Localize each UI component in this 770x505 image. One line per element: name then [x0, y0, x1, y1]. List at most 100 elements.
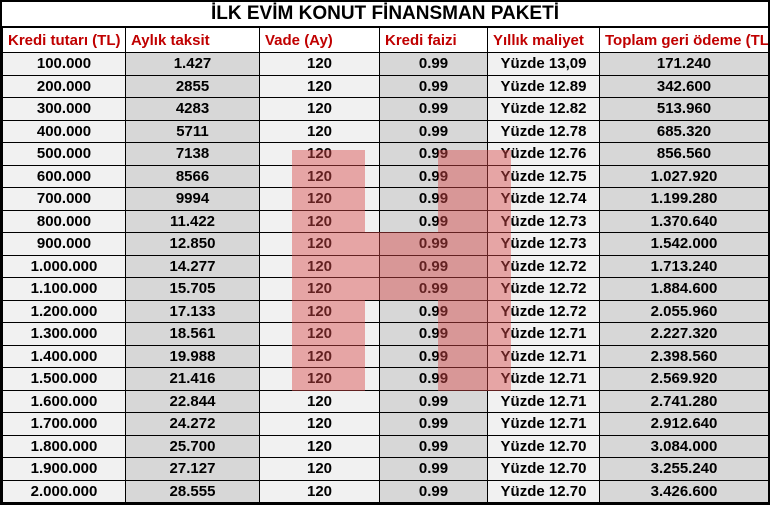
table-cell: 11.422 — [125, 209, 260, 233]
header-row: Kredi tutarı (TL) Aylık taksit Vade (Ay) Kr… — [2, 27, 768, 53]
table-cell: 120 — [259, 232, 380, 256]
table-cell: Yüzde 12.73 — [487, 232, 600, 256]
table-row: 1.900.000 27.127 120 0.99 Yüzde 12.70 3.255.2… — [2, 457, 768, 481]
table-cell: Yüzde 12.72 — [487, 254, 600, 278]
table-cell: 120 — [259, 209, 380, 233]
table-row: 100.000 1.427 120 0.99 Yüzde 13,09 171.240 — [2, 52, 768, 76]
table-cell: 2.055.960 — [599, 299, 768, 323]
table-cell: 21.416 — [125, 367, 260, 391]
table-row: 1.500.000 21.416 120 0.99 Yüzde 12.71 2.569.9… — [2, 367, 768, 391]
table-cell: 1.713.240 — [599, 254, 768, 278]
table-cell: 1.400.000 — [2, 344, 126, 368]
column-header: Toplam geri ödeme (TL) — [599, 27, 768, 53]
table-cell: 0.99 — [379, 119, 488, 143]
table-cell: 0.99 — [379, 209, 488, 233]
table-cell: 171.240 — [599, 52, 768, 76]
table-row: 900.000 12.850 120 0.99 Yüzde 12.73 1.542.000 — [2, 232, 768, 256]
table-cell: 24.272 — [125, 412, 260, 436]
column-header: Kredi tutarı (TL) — [2, 27, 126, 53]
table-row: 1.100.000 15.705 120 0.99 Yüzde 12.72 1.884.6… — [2, 277, 768, 301]
table-cell: Yüzde 12.82 — [487, 97, 600, 121]
table-cell: Yüzde 12.71 — [487, 412, 600, 436]
table-cell: 120 — [259, 164, 380, 188]
table-cell: Yüzde 12.70 — [487, 457, 600, 481]
table-cell: 5711 — [125, 119, 260, 143]
table-cell: 2.741.280 — [599, 389, 768, 413]
table-row: 1.300.000 18.561 120 0.99 Yüzde 12.71 2.227.3… — [2, 322, 768, 346]
table-cell: 8566 — [125, 164, 260, 188]
table-cell: 120 — [259, 277, 380, 301]
table-cell: 0.99 — [379, 367, 488, 391]
table-cell: 120 — [259, 142, 380, 166]
table-cell: 1.300.000 — [2, 322, 126, 346]
table-cell: Yüzde 12.71 — [487, 367, 600, 391]
table-row: 400.000 5711 120 0.99 Yüzde 12.78 685.320 — [2, 119, 768, 143]
table-row: 1.400.000 19.988 120 0.99 Yüzde 12.71 2.398.5… — [2, 344, 768, 368]
table-row: 300.000 4283 120 0.99 Yüzde 12.82 513.960 — [2, 97, 768, 121]
table-cell: Yüzde 12.76 — [487, 142, 600, 166]
table-cell: 513.960 — [599, 97, 768, 121]
table-cell: 28.555 — [125, 479, 260, 503]
table-cell: 0.99 — [379, 74, 488, 98]
table-cell: Yüzde 12.89 — [487, 74, 600, 98]
column-header: Aylık taksit — [125, 27, 260, 53]
table-cell: Yüzde 12.78 — [487, 119, 600, 143]
table-cell: 0.99 — [379, 187, 488, 211]
table-cell: 342.600 — [599, 74, 768, 98]
table-cell: Yüzde 12.71 — [487, 322, 600, 346]
table-cell: 0.99 — [379, 52, 488, 76]
table-cell: 120 — [259, 74, 380, 98]
table-cell: 0.99 — [379, 277, 488, 301]
table-row: 600.000 8566 120 0.99 Yüzde 12.75 1.027.920 — [2, 164, 768, 188]
table-cell: 0.99 — [379, 344, 488, 368]
table-row: 1.200.000 17.133 120 0.99 Yüzde 12.72 2.055.9… — [2, 299, 768, 323]
table-cell: 4283 — [125, 97, 260, 121]
table-cell: 1.427 — [125, 52, 260, 76]
table-cell: Yüzde 12.73 — [487, 209, 600, 233]
table-cell: 120 — [259, 367, 380, 391]
table-cell: 27.127 — [125, 457, 260, 481]
table-cell: 685.320 — [599, 119, 768, 143]
table-cell: 0.99 — [379, 412, 488, 436]
table-cell: 700.000 — [2, 187, 126, 211]
table-cell: 120 — [259, 187, 380, 211]
table-cell: 120 — [259, 52, 380, 76]
table-cell: Yüzde 12.71 — [487, 389, 600, 413]
table-cell: 400.000 — [2, 119, 126, 143]
table-cell: 600.000 — [2, 164, 126, 188]
table-cell: 200.000 — [2, 74, 126, 98]
table-cell: 1.370.640 — [599, 209, 768, 233]
table-cell: 1.199.280 — [599, 187, 768, 211]
table-cell: 100.000 — [2, 52, 126, 76]
table-cell: 2.569.920 — [599, 367, 768, 391]
table-cell: Yüzde 12.72 — [487, 299, 600, 323]
table-cell: 1.884.600 — [599, 277, 768, 301]
table-row: 2.000.000 28.555 120 0.99 Yüzde 12.70 3.426.6… — [2, 479, 768, 503]
table-cell: 19.988 — [125, 344, 260, 368]
table-cell: 1.900.000 — [2, 457, 126, 481]
table-cell: 0.99 — [379, 142, 488, 166]
table-cell: 120 — [259, 299, 380, 323]
table-cell: Yüzde 12.75 — [487, 164, 600, 188]
table-cell: Yüzde 12.74 — [487, 187, 600, 211]
table-cell: 0.99 — [379, 479, 488, 503]
column-header: Vade (Ay) — [259, 27, 380, 53]
table-cell: 22.844 — [125, 389, 260, 413]
table-cell: 120 — [259, 119, 380, 143]
table-cell: 1.542.000 — [599, 232, 768, 256]
table-cell: 120 — [259, 254, 380, 278]
table-cell: 120 — [259, 412, 380, 436]
table-cell: 14.277 — [125, 254, 260, 278]
table-cell: 500.000 — [2, 142, 126, 166]
table-row: 1.000.000 14.277 120 0.99 Yüzde 12.72 1.713.2… — [2, 254, 768, 278]
table-row: 500.000 7138 120 0.99 Yüzde 12.76 856.560 — [2, 142, 768, 166]
table-cell: 0.99 — [379, 232, 488, 256]
table-cell: 9994 — [125, 187, 260, 211]
table-cell: 0.99 — [379, 322, 488, 346]
table-cell: Yüzde 12.71 — [487, 344, 600, 368]
table-cell: 15.705 — [125, 277, 260, 301]
table-cell: 1.800.000 — [2, 434, 126, 458]
table-cell: 1.000.000 — [2, 254, 126, 278]
table-cell: Yüzde 13,09 — [487, 52, 600, 76]
